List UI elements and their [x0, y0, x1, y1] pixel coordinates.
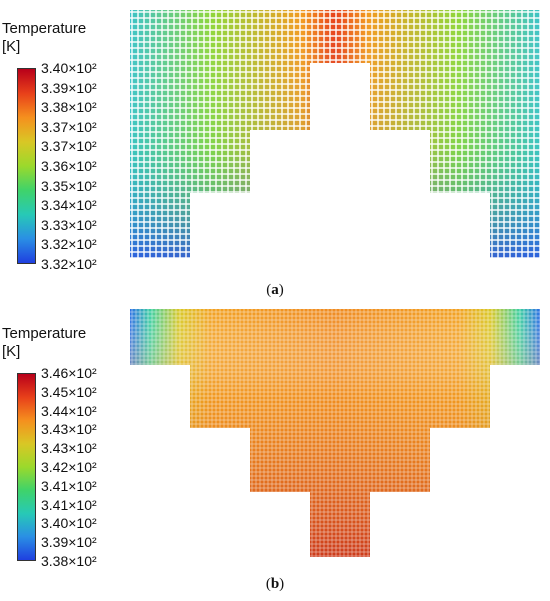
colorbar-tick-label: 3.44×10²	[41, 402, 97, 419]
legend-title-b: Temperature [K]	[2, 325, 87, 360]
colorbar-tick-label: 3.41×10²	[41, 496, 97, 513]
colorbar-tick-label: 3.34×10²	[41, 197, 97, 214]
colorbar-tick-label: 3.37×10²	[41, 118, 97, 135]
colorbar-tick-label: 3.40×10²	[41, 60, 97, 76]
colorbar-tick-label: 3.42×10²	[41, 459, 97, 475]
panel-a: Temperature [K] 3.40×10² 3.39×10² 3.38×10²…	[0, 0, 550, 300]
colorbar-tick-label: 3.38×10²	[41, 553, 97, 569]
colorbar-tick-label: 3.33×10²	[41, 216, 97, 233]
legend-title-a: Temperature [K]	[2, 20, 87, 55]
panel-b: Temperature [K]	[0, 300, 550, 601]
colorbar-tick-label: 3.43×10²	[41, 440, 97, 457]
temperature-mesh-a	[130, 10, 540, 258]
caption-b-letter: b	[270, 576, 280, 592]
colorbar-tick-label: 3.40×10²	[41, 515, 97, 532]
caption-a-letter: a	[271, 282, 279, 298]
colorbar-tick-label: 3.43×10²	[41, 421, 97, 438]
colorbar-tick-label: 3.36×10²	[41, 158, 97, 174]
caption-a: (a)	[266, 282, 284, 298]
colorbar-a	[17, 68, 36, 264]
temperature-mesh-b	[130, 309, 540, 557]
colorbar-tick-label: 3.45×10²	[41, 383, 97, 400]
colorbar-b	[17, 373, 36, 561]
colorbar-tick-label: 3.41×10²	[41, 477, 97, 494]
colorbar-tick-label: 3.37×10²	[41, 138, 97, 155]
colorbar-tick-label: 3.38×10²	[41, 99, 97, 116]
colorbar-tick-label: 3.32×10²	[41, 256, 97, 272]
colorbar-tick-label: 3.32×10²	[41, 236, 97, 253]
colorbar-tick-label: 3.39×10²	[41, 534, 97, 551]
colorbar-tick-label: 3.35×10²	[41, 177, 97, 194]
colorbar-tick-label: 3.39×10²	[41, 79, 97, 96]
caption-b: (b)	[265, 576, 285, 592]
colorbar-tick-label: 3.46×10²	[41, 365, 97, 381]
